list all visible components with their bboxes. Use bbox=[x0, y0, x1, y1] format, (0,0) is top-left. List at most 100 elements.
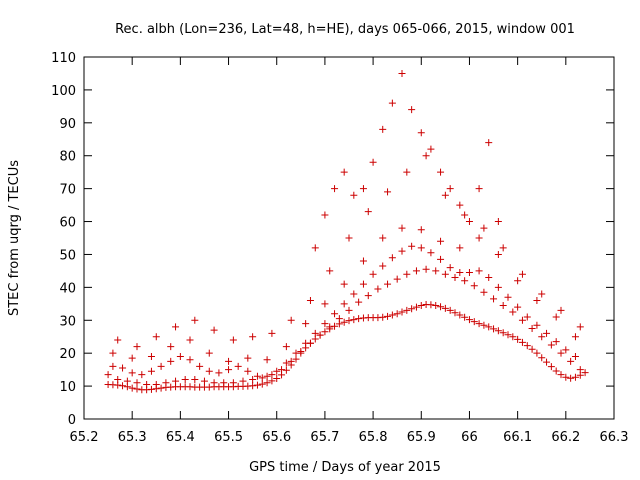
data-point bbox=[571, 333, 579, 341]
data-point bbox=[533, 321, 541, 329]
data-point bbox=[331, 322, 339, 330]
data-point bbox=[518, 338, 526, 346]
data-point bbox=[157, 384, 165, 392]
data-point bbox=[547, 363, 555, 371]
data-point bbox=[494, 327, 502, 335]
data-point bbox=[181, 376, 189, 384]
data-point bbox=[263, 372, 271, 380]
data-point bbox=[446, 264, 454, 272]
data-point bbox=[412, 303, 420, 311]
axis-ticks: 65.2 65.3 65.4 65.5 65.6 65.7 65.8 65.9 66 66.1 66… bbox=[51, 51, 628, 445]
data-point bbox=[384, 280, 392, 288]
data-point bbox=[331, 185, 339, 193]
x-tick-label: 65.8 bbox=[359, 430, 388, 445]
data-point bbox=[326, 267, 334, 275]
data-point bbox=[571, 373, 579, 381]
data-point bbox=[364, 292, 372, 300]
data-point bbox=[364, 208, 372, 216]
data-point bbox=[461, 313, 469, 321]
data-point bbox=[456, 244, 464, 252]
data-point bbox=[263, 356, 271, 364]
data-point bbox=[263, 379, 271, 387]
x-tick-label: 65.3 bbox=[118, 430, 147, 445]
data-point bbox=[432, 301, 440, 309]
data-point bbox=[475, 185, 483, 193]
data-point bbox=[465, 269, 473, 277]
data-point bbox=[465, 316, 473, 324]
data-point bbox=[355, 315, 363, 323]
data-point bbox=[302, 339, 310, 347]
data-point bbox=[186, 356, 194, 364]
data-point bbox=[147, 367, 155, 375]
data-point bbox=[552, 338, 560, 346]
data-point bbox=[287, 357, 295, 365]
y-axis-label: STEC from uqrg / TECUs bbox=[7, 160, 22, 316]
data-point bbox=[461, 211, 469, 219]
data-point bbox=[393, 310, 401, 318]
x-tick-label: 66 bbox=[461, 430, 478, 445]
data-point bbox=[446, 185, 454, 193]
data-point bbox=[451, 273, 459, 281]
data-point bbox=[417, 244, 425, 252]
data-point bbox=[408, 242, 416, 250]
data-point bbox=[297, 348, 305, 356]
data-point bbox=[369, 270, 377, 278]
data-point bbox=[292, 355, 300, 363]
data-point bbox=[340, 318, 348, 326]
data-point bbox=[543, 329, 551, 337]
data-point bbox=[494, 250, 502, 258]
data-point bbox=[470, 318, 478, 326]
data-point bbox=[119, 364, 127, 372]
data-point bbox=[398, 247, 406, 255]
data-point bbox=[388, 254, 396, 262]
data-point bbox=[133, 379, 141, 387]
data-point bbox=[123, 377, 131, 385]
data-point bbox=[311, 329, 319, 337]
data-point bbox=[441, 191, 449, 199]
data-point bbox=[533, 297, 541, 305]
data-point bbox=[379, 125, 387, 133]
data-point bbox=[282, 366, 290, 374]
data-point bbox=[282, 359, 290, 367]
data-point bbox=[133, 385, 141, 393]
data-point bbox=[133, 343, 141, 351]
data-point bbox=[528, 345, 536, 353]
data-point bbox=[119, 382, 127, 390]
plot-frame bbox=[83, 56, 615, 420]
data-point bbox=[253, 372, 261, 380]
data-point bbox=[485, 273, 493, 281]
data-point bbox=[340, 280, 348, 288]
data-point bbox=[167, 357, 175, 365]
data-point bbox=[369, 158, 377, 166]
data-point bbox=[268, 329, 276, 337]
data-point bbox=[205, 349, 213, 357]
data-point bbox=[494, 283, 502, 291]
data-point bbox=[306, 297, 314, 305]
data-point bbox=[196, 362, 204, 370]
data-point bbox=[437, 303, 445, 311]
data-point bbox=[152, 333, 160, 341]
data-point bbox=[157, 362, 165, 370]
y-tick-label: 110 bbox=[51, 51, 76, 66]
data-point bbox=[480, 321, 488, 329]
data-point bbox=[172, 323, 180, 331]
data-point bbox=[335, 315, 343, 323]
y-tick-label: 80 bbox=[59, 150, 76, 165]
data-point bbox=[480, 288, 488, 296]
data-point bbox=[302, 320, 310, 328]
data-point bbox=[321, 300, 329, 308]
data-point bbox=[147, 352, 155, 360]
data-point bbox=[437, 168, 445, 176]
data-point bbox=[340, 168, 348, 176]
y-tick-label: 10 bbox=[59, 380, 76, 395]
data-point bbox=[567, 374, 575, 382]
data-point bbox=[379, 313, 387, 321]
data-point bbox=[244, 354, 252, 362]
data-point bbox=[538, 290, 546, 298]
data-point bbox=[191, 376, 199, 384]
chart-title: Rec. albh (Lon=236, Lat=48, h=HE), days … bbox=[115, 22, 575, 37]
data-point bbox=[345, 317, 353, 325]
data-point bbox=[359, 257, 367, 265]
data-point bbox=[311, 244, 319, 252]
data-point bbox=[408, 305, 416, 313]
